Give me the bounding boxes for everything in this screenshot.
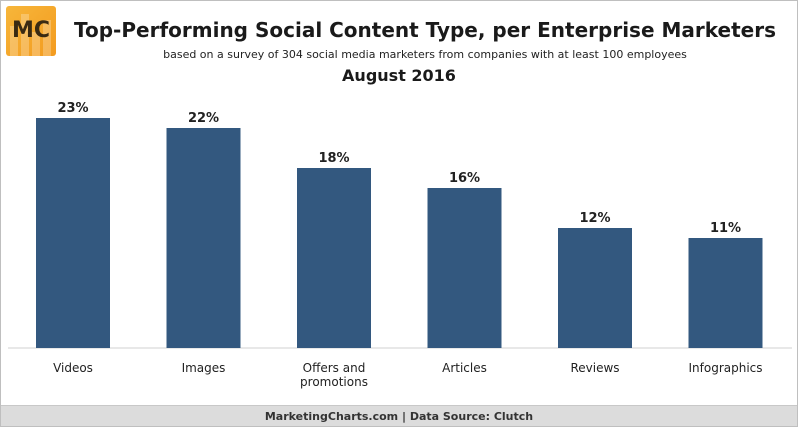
category-label: promotions [300,375,368,389]
marketingcharts-logo: MC [6,6,56,56]
bar [166,128,241,348]
data-label: 12% [579,211,610,226]
bar [688,238,763,348]
data-label: 16% [449,171,480,186]
chart-date: August 2016 [342,66,456,85]
data-label: 23% [57,101,88,116]
bar [297,168,371,348]
logo-background-bars [6,6,56,56]
category-label: Images [182,361,226,375]
data-label: 11% [710,221,741,236]
chart-subtitle: based on a survey of 304 social media ma… [163,48,687,61]
category-label: Offers and [303,361,366,375]
bar [36,118,110,348]
chart-title: Top-Performing Social Content Type, per … [74,18,776,42]
data-label: 22% [188,111,219,126]
logo-text: MC [11,18,51,43]
category-label: Infographics [688,361,762,375]
bar [558,228,632,348]
bar-chart: 23% Videos 22% Images 18% Offers and promotion… [8,92,792,392]
data-label: 18% [318,151,349,166]
category-label: Articles [442,361,487,375]
source-footer: MarketingCharts.com | Data Source: Clutc… [1,405,797,426]
bar-chart-svg: 23% Videos 22% Images 18% Offers andpromotion… [8,101,792,389]
category-label: Reviews [570,361,619,375]
category-label: Videos [53,361,93,375]
bar [427,188,502,348]
